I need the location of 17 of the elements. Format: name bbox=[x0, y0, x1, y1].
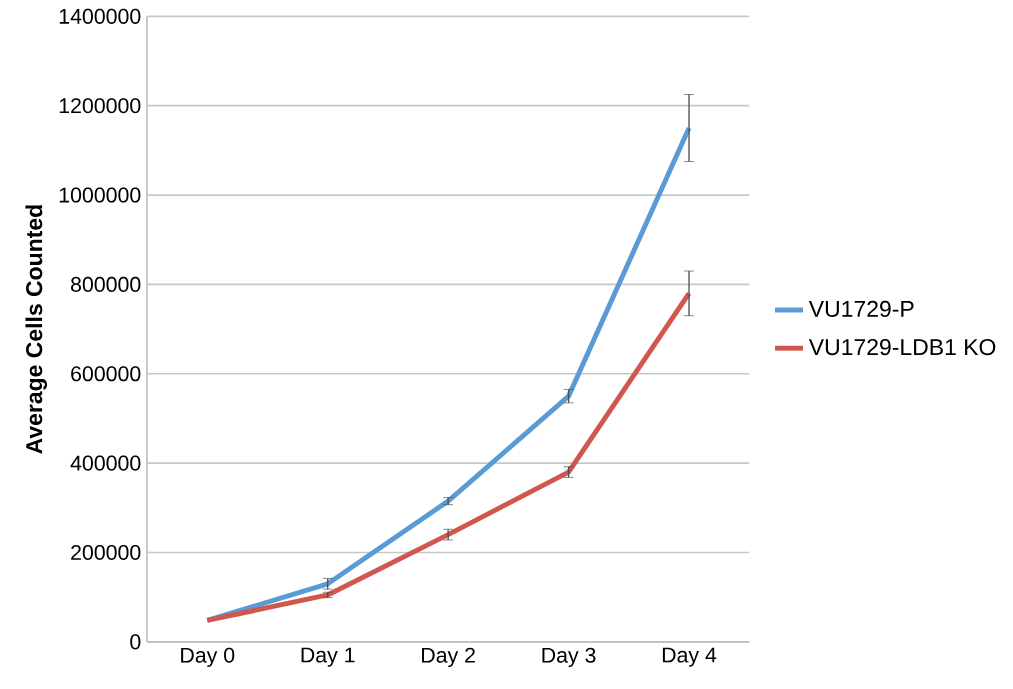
line-series bbox=[204, 291, 692, 624]
y-tick-label: 1200000 bbox=[59, 98, 141, 114]
x-tick-label: Day 1 bbox=[301, 647, 355, 667]
y-tick-label: 400000 bbox=[70, 455, 141, 471]
y-tick-label: 600000 bbox=[71, 366, 141, 382]
legend-label: VU1729-LDB1 KO bbox=[808, 339, 996, 356]
x-tick-label: Day 0 bbox=[181, 647, 235, 668]
x-tick-label: Day 2 bbox=[422, 647, 475, 668]
y-tick-label: 800000 bbox=[71, 277, 141, 293]
y-tick-label: 200000 bbox=[71, 545, 141, 561]
y-axis-title: Average Cells Counted bbox=[25, 205, 47, 455]
y-tick-label: 0 bbox=[130, 634, 141, 650]
x-tick-label: Day 4 bbox=[662, 647, 717, 667]
y-tick-label: 1400000 bbox=[59, 8, 141, 25]
x-tick-label: Day 3 bbox=[542, 647, 596, 668]
legend-label: VU1729-P bbox=[808, 300, 914, 318]
y-tick-label: 1000000 bbox=[59, 187, 141, 203]
